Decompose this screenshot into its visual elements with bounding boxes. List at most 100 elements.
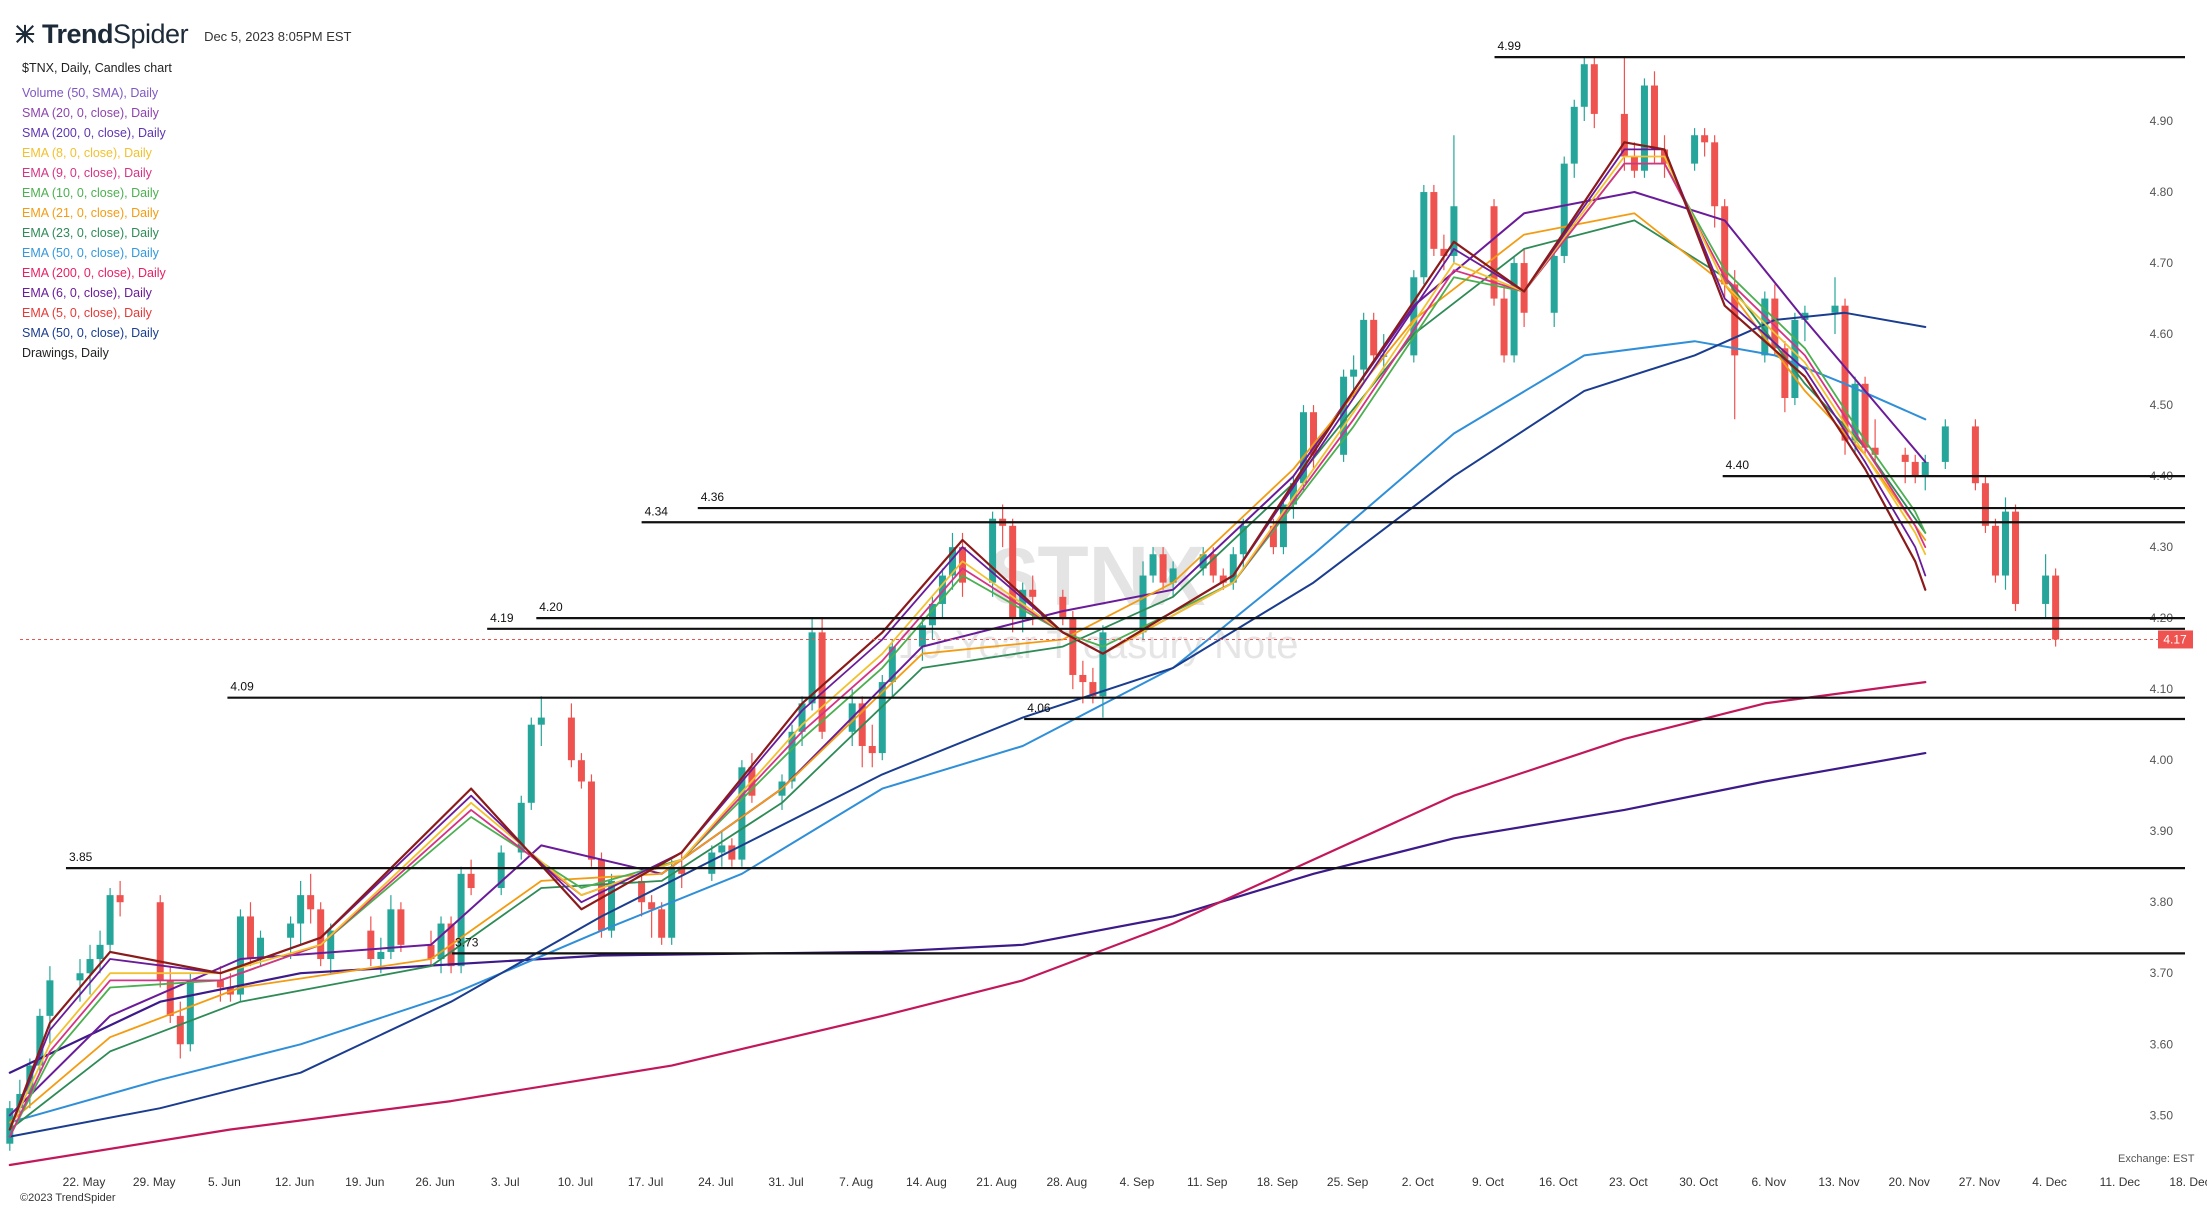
candle-up	[1149, 554, 1157, 576]
time-axis[interactable]: 22. May 29. May 5. Jun 12. Jun 19. Jun 26. Ju…	[63, 1175, 2207, 1189]
candle-down	[1971, 426, 1979, 484]
last-price-label: 4.17	[2163, 632, 2187, 646]
level-label: 4.19	[490, 611, 514, 625]
legend-item[interactable]: Drawings, Daily	[22, 346, 109, 360]
indicator-line	[8, 219, 1927, 1131]
x-tick-label: 2. Oct	[1402, 1175, 1435, 1189]
candle-up	[106, 895, 114, 945]
legend-item[interactable]: SMA (50, 0, close), Daily	[22, 326, 159, 340]
legend-item[interactable]: EMA (9, 0, close), Daily	[22, 166, 152, 180]
legend-item[interactable]: EMA (6, 0, close), Daily	[22, 286, 152, 300]
candle-up	[989, 518, 997, 583]
legend-item[interactable]: EMA (10, 0, close), Daily	[22, 186, 159, 200]
exchange-label: Exchange: EST	[2118, 1153, 2195, 1165]
candle-down	[728, 845, 736, 860]
candle-up	[1691, 135, 1699, 164]
candle-up	[1099, 632, 1107, 697]
legend-items: Volume (50, SMA), Daily SMA (20, 0, close…	[22, 83, 172, 363]
level-label: 4.34	[645, 504, 669, 518]
legend-item[interactable]: EMA (23, 0, close), Daily	[22, 226, 159, 240]
candle-up	[798, 703, 806, 732]
candle-up	[888, 646, 896, 683]
level-label: 4.20	[539, 600, 563, 614]
candle-down	[1911, 461, 1919, 477]
candle-up	[6, 1108, 14, 1144]
candle-down	[427, 944, 435, 960]
level-label: 4.09	[230, 680, 254, 694]
horizontal-levels[interactable]: 4.99 4.40 4.36 4.34 4.20 4.19 4.09 4.06 3.85 3.73	[65, 39, 2185, 955]
candle-down	[307, 895, 315, 910]
legend-item[interactable]: EMA (8, 0, close), Daily	[22, 146, 152, 160]
x-tick-label: 26. Jun	[415, 1175, 454, 1189]
candle-up	[1761, 298, 1769, 356]
x-tick-label: 21. Aug	[976, 1175, 1017, 1189]
x-tick-label: 14. Aug	[906, 1175, 947, 1189]
level-label: 3.85	[69, 850, 93, 864]
candle-down	[1490, 206, 1498, 299]
header: TrendSpider Dec 5, 2023 8:05PM EST	[14, 18, 351, 50]
candle-up	[287, 923, 295, 938]
indicator-legend: $TNX, Daily, Candles chart Volume (50, S…	[22, 58, 172, 363]
legend-item[interactable]: EMA (5, 0, close), Daily	[22, 306, 152, 320]
indicator-line	[8, 751, 1927, 1074]
symbol-watermark: $TNX 10-Year Treasury Note	[898, 529, 1299, 667]
candle-up	[2001, 511, 2009, 576]
candle-up	[1851, 383, 1859, 441]
x-tick-label: 24. Jul	[698, 1175, 733, 1189]
indicator-lines	[8, 141, 1927, 1167]
legend-item[interactable]: EMA (50, 0, close), Daily	[22, 246, 159, 260]
candle-down	[959, 547, 967, 583]
candle-up	[86, 959, 94, 974]
legend-item[interactable]: Volume (50, SMA), Daily	[22, 86, 159, 100]
y-tick-label: 4.60	[2150, 327, 2174, 341]
candle-down	[1590, 64, 1598, 114]
x-tick-label: 11. Dec	[2100, 1175, 2140, 1189]
candle-down	[1620, 113, 1628, 157]
candle-down	[658, 909, 666, 938]
x-tick-label: 13. Nov	[1818, 1175, 1859, 1189]
candle-up	[96, 944, 104, 960]
candle-down	[648, 902, 656, 910]
legend-item[interactable]: EMA (200, 0, close), Daily	[22, 266, 166, 280]
indicator-line	[8, 680, 1927, 1167]
candle-up	[36, 1015, 44, 1066]
candle-down	[467, 873, 475, 889]
price-axis[interactable]: 4.904.804.704.604.504.404.304.204.104.00…	[2150, 114, 2174, 1122]
candle-up	[1921, 461, 1929, 477]
candle-up	[1360, 319, 1368, 370]
candle-down	[246, 916, 254, 960]
candle-down	[166, 980, 174, 1016]
x-tick-label: 18. Dec	[2169, 1175, 2207, 1189]
candle-up	[1450, 206, 1458, 256]
candle-up	[1410, 277, 1418, 356]
chart-title[interactable]: $TNX, Daily, Candles chart	[22, 61, 172, 75]
indicator-line	[8, 340, 1927, 1124]
candle-down	[1029, 589, 1037, 597]
legend-item[interactable]: SMA (20, 0, close), Daily	[22, 106, 159, 120]
candles	[6, 57, 2060, 1151]
legend-item[interactable]: SMA (200, 0, close), Daily	[22, 126, 166, 140]
candle-up	[1139, 575, 1147, 633]
candle-up	[928, 603, 936, 626]
legend-item[interactable]: EMA (21, 0, close), Daily	[22, 206, 159, 220]
candle-up	[1831, 305, 1839, 313]
y-tick-label: 3.60	[2150, 1037, 2174, 1051]
x-tick-label: 23. Oct	[1609, 1175, 1648, 1189]
y-tick-label: 3.50	[2150, 1108, 2174, 1122]
candle-up	[457, 873, 465, 967]
candle-down	[1269, 525, 1277, 548]
candle-up	[76, 973, 84, 981]
candle-down	[1520, 263, 1528, 313]
candle-down	[1079, 674, 1087, 683]
candle-down	[317, 909, 325, 960]
candle-down	[176, 1015, 184, 1045]
y-tick-label: 4.30	[2150, 540, 2174, 554]
x-tick-label: 18. Sep	[1257, 1175, 1299, 1189]
candle-down	[1500, 298, 1508, 356]
y-tick-label: 4.00	[2150, 753, 2174, 767]
candle-up	[608, 880, 616, 931]
candle-up	[527, 724, 535, 803]
candle-up	[46, 980, 54, 1016]
candle-up	[1580, 64, 1588, 107]
